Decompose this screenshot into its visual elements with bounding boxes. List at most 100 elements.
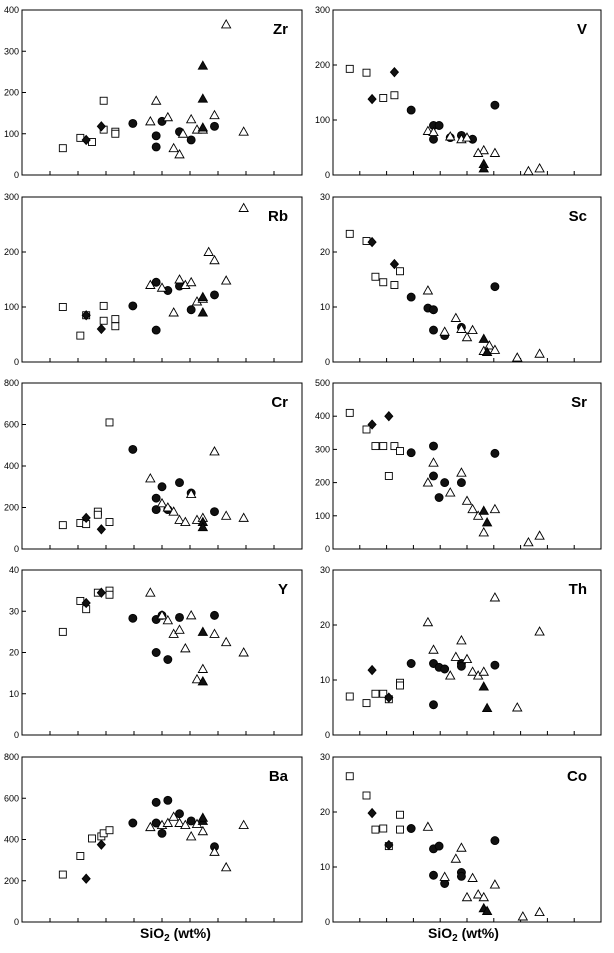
point-filled-circle [456,871,466,881]
point-open-triangle [489,503,501,514]
point-open-triangle [220,19,232,29]
point-open-square [58,627,67,636]
plot-frame [21,569,303,736]
panel-cr: 0 200 400 600 800 Cr [4,378,303,554]
point-open-square [396,825,404,834]
point-open-square [379,278,388,287]
point-open-triangle [168,506,179,516]
point-open-triangle [472,889,484,899]
point-filled-diamond [384,839,394,851]
point-filled-diamond [367,664,377,676]
point-open-triangle [156,497,168,508]
point-open-triangle [145,473,156,483]
y-tick-label: 30 [9,606,19,616]
point-filled-circle [434,121,444,130]
point-filled-triangle [478,505,490,515]
point-open-triangle [534,626,545,636]
point-open-triangle [185,830,197,841]
point-filled-circle [151,505,161,515]
point-open-square [345,408,354,417]
point-filled-circle [151,648,161,657]
point-open-triangle [461,495,473,505]
y-tick-label: 100 [4,129,19,139]
point-open-triangle [174,624,185,634]
point-open-triangle [209,846,220,856]
point-open-triangle [511,702,523,712]
panel-sr: 0 100 200 300 400 500 Sr [315,378,602,554]
point-filled-circle [151,131,161,141]
point-filled-circle [440,664,450,674]
point-open-square [58,521,67,530]
point-open-triangle [238,647,249,657]
point-open-triangle [450,853,462,863]
point-open-triangle [174,274,185,284]
y-tick-label: 20 [320,247,330,257]
point-filled-diamond [81,873,91,884]
point-open-triangle [428,126,439,137]
point-open-triangle [209,628,220,638]
point-open-triangle [472,147,484,157]
point-filled-circle [210,610,219,620]
point-filled-circle [434,841,444,851]
point-open-triangle [439,326,450,336]
point-filled-diamond [367,93,377,105]
point-open-square [99,96,108,105]
y-tick-label: 10 [9,689,19,699]
panel-title: Th [569,581,587,598]
point-open-square [88,834,96,843]
point-open-triangle [467,503,478,514]
y-tick-label: 300 [315,5,330,15]
panel-zr: 0 100 200 300 400 Zr [4,5,303,180]
panel-rb: 0 100 200 300 Rb [4,192,303,367]
point-open-triangle [174,817,185,827]
point-open-triangle [472,510,484,520]
y-tick-label: 0 [14,730,19,740]
point-open-square [58,870,67,879]
point-open-triangle [220,861,232,872]
point-open-triangle [209,446,220,456]
point-filled-diamond [96,524,106,535]
point-filled-circle [175,478,184,488]
y-tick-label: 0 [14,917,19,927]
point-open-triangle [444,131,456,141]
point-filled-triangle [197,60,209,70]
point-filled-triangle [197,626,209,636]
point-open-triangle [422,821,434,831]
point-open-triangle [220,636,232,647]
point-open-triangle [478,144,490,155]
point-open-triangle [177,128,189,138]
point-filled-circle [406,659,416,668]
point-open-square [371,442,380,451]
point-filled-circle [128,118,138,128]
point-filled-circle [128,444,138,454]
point-open-triangle [523,536,534,547]
point-filled-diamond [81,597,91,609]
point-open-triangle [203,246,214,256]
point-open-triangle [422,616,434,627]
point-filled-circle [157,828,167,838]
point-open-square [379,689,388,698]
point-filled-diamond [96,587,106,598]
y-tick-label: 200 [4,247,19,257]
point-open-triangle [220,510,232,520]
y-tick-label: 400 [4,835,19,845]
point-filled-circle [429,325,438,335]
point-filled-circle [429,471,438,481]
point-open-triangle [168,307,179,317]
point-open-triangle [534,530,545,540]
point-filled-circle [163,795,173,805]
point-open-triangle [209,109,220,120]
y-tick-label: 30 [320,192,330,202]
point-filled-circle [429,870,438,880]
point-open-triangle [478,891,490,902]
point-filled-diamond [384,692,394,703]
point-filled-triangle [478,333,490,343]
point-open-square [105,518,114,526]
point-filled-circle [128,613,138,623]
plot-frame [21,196,303,363]
point-filled-diamond [367,419,377,430]
y-tick-label: 0 [325,917,330,927]
point-open-square [58,303,67,311]
point-filled-circle [434,493,444,502]
point-open-square [345,772,354,781]
